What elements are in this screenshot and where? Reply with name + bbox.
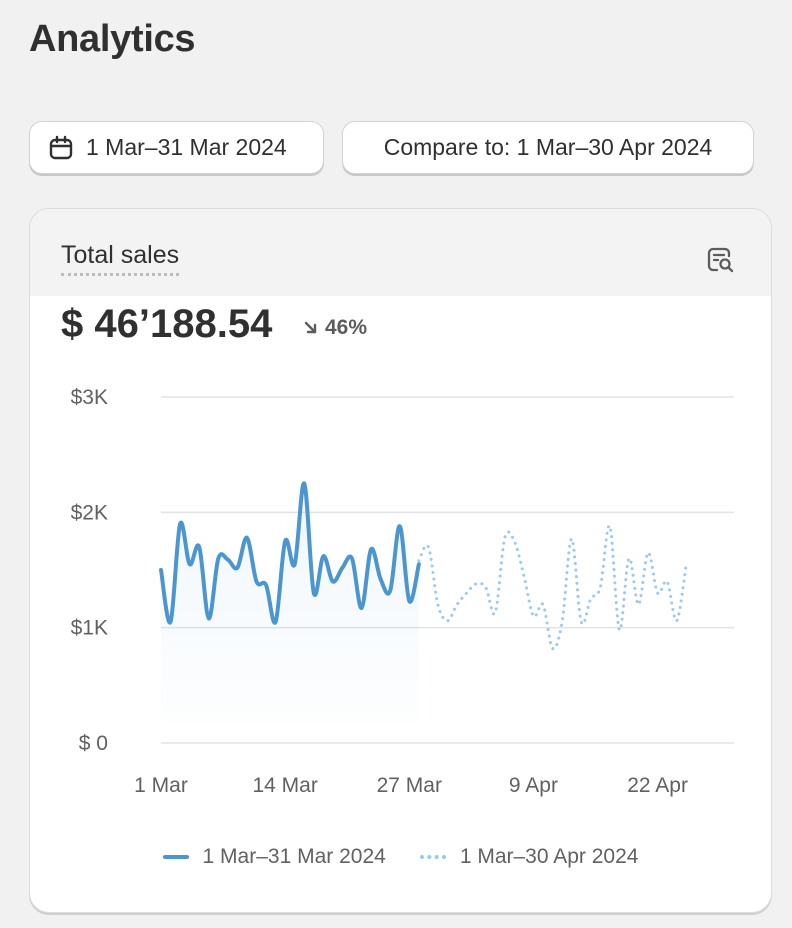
date-range-button[interactable]: 1 Mar–31 Mar 2024 [29,121,324,174]
x-tick-label: 22 Apr [627,774,688,797]
card-header [30,209,771,296]
series-line-current [159,481,421,625]
calendar-icon [49,135,73,159]
date-range-label: 1 Mar–31 Mar 2024 [86,134,287,160]
total-sales-card: Total sales $ 46’188.54 46% $ 0 $1K $2K $3K… [29,208,772,913]
explore-data-icon[interactable] [705,245,735,275]
change-percent: 46% [325,316,368,339]
legend-item-comparison[interactable]: 1 Mar–30 Apr 2024 [419,845,639,869]
x-tick-label: 1 Mar [134,774,188,797]
y-tick-label: $ 0 [79,732,108,755]
legend-label-current: 1 Mar–31 Mar 2024 [202,845,386,868]
series-line-comparison [417,524,688,651]
arrow-down-right-icon [304,321,317,334]
legend-label-comparison: 1 Mar–30 Apr 2024 [459,845,639,868]
series-area-current [161,483,419,723]
card-title[interactable]: Total sales [61,241,180,276]
x-tick-label: 9 Apr [509,774,558,797]
y-tick-label: $1K [71,617,108,640]
total-sales-value: $ 46’188.54 [61,302,273,346]
y-tick-label: $3K [71,386,108,409]
compare-button[interactable]: Compare to: 1 Mar–30 Apr 2024 [342,121,754,174]
x-tick-label: 14 Mar [252,774,317,797]
legend-swatch-dotted [419,855,446,859]
x-tick-label: 27 Mar [377,774,442,797]
change-indicator: 46% [303,316,367,340]
legend-swatch-solid [162,855,189,859]
compare-label: Compare to: 1 Mar–30 Apr 2024 [383,134,713,160]
sales-line-chart: $ 0 $1K $2K $3K 1 Mar 14 Mar 27 Mar 9 Apr 22 Apr [71,386,734,797]
page-title: Analytics [29,18,196,60]
legend-item-current[interactable]: 1 Mar–31 Mar 2024 [162,845,386,869]
y-tick-label: $2K [71,501,108,524]
chart-legend: 1 Mar–31 Mar 2024 1 Mar–30 Apr 2024 [30,845,771,869]
